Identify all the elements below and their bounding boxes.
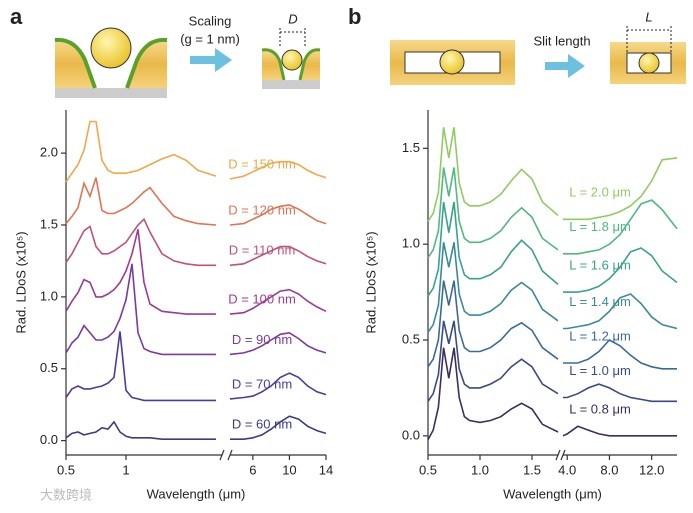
series-line bbox=[427, 167, 678, 259]
y-axis-label: Rad. LDoS (x10⁵) bbox=[13, 231, 28, 333]
x-tick-label: 10 bbox=[282, 462, 296, 477]
series-line bbox=[427, 242, 678, 333]
series-line bbox=[427, 347, 677, 441]
series-label: D = 60 nm bbox=[232, 417, 292, 432]
x-tick-label: 6 bbox=[249, 462, 256, 477]
series-label: D = 90 nm bbox=[232, 332, 292, 347]
series-label: L = 1.8 μm bbox=[569, 219, 631, 234]
y-tick-label: 1.5 bbox=[402, 140, 420, 155]
axis-break bbox=[560, 449, 566, 461]
series-label: D = 100 nm bbox=[228, 292, 296, 307]
series-line bbox=[65, 415, 327, 440]
schematic-a bbox=[54, 27, 321, 98]
series-label: D = 70 nm bbox=[232, 376, 292, 391]
y-tick-label: 1.5 bbox=[40, 216, 58, 231]
annotation: (g = 1 nm) bbox=[180, 31, 240, 46]
series-line bbox=[65, 331, 327, 402]
series-label: L = 0.8 μm bbox=[569, 401, 631, 416]
y-axis-label: Rad. LDoS (x10⁵) bbox=[363, 231, 378, 333]
x-tick-label: 4.0 bbox=[558, 462, 576, 477]
y-tick-label: 0.0 bbox=[40, 432, 58, 447]
axis-break bbox=[219, 449, 225, 461]
x-tick-label: 1.0 bbox=[471, 462, 489, 477]
y-tick-label: 0.5 bbox=[402, 331, 420, 346]
series-label: L = 2.0 μm bbox=[569, 185, 631, 200]
y-tick-label: 0.0 bbox=[402, 427, 420, 442]
series-line bbox=[65, 217, 327, 267]
y-tick-label: 1.0 bbox=[40, 288, 58, 303]
series-line bbox=[427, 320, 677, 403]
annotation: L bbox=[645, 9, 652, 24]
x-tick-label: 0.5 bbox=[419, 462, 437, 477]
x-tick-label: 1.5 bbox=[523, 462, 541, 477]
axis-break bbox=[227, 449, 233, 461]
y-tick-label: 1.0 bbox=[402, 236, 420, 251]
series-line bbox=[65, 120, 327, 183]
series-line bbox=[65, 229, 327, 315]
series-label: D = 120 nm bbox=[228, 202, 296, 217]
x-axis-label: Wavelength (μm) bbox=[503, 486, 602, 501]
x-tick-label: 1 bbox=[122, 462, 129, 477]
series-label: D = 150 nm bbox=[228, 156, 296, 171]
annotation: Scaling bbox=[189, 13, 232, 28]
panel-label: b bbox=[348, 4, 361, 29]
y-tick-label: 2.0 bbox=[40, 145, 58, 160]
series-label: L = 1.6 μm bbox=[569, 258, 631, 273]
series-label: L = 1.0 μm bbox=[569, 363, 631, 378]
series-line bbox=[65, 177, 327, 226]
annotation: Slit length bbox=[533, 33, 590, 48]
y-tick-label: 0.5 bbox=[40, 360, 58, 375]
watermark: 大数跨境 bbox=[40, 487, 92, 502]
series-label: D = 110 nm bbox=[229, 243, 296, 258]
series-line bbox=[427, 201, 678, 297]
series-line bbox=[427, 127, 678, 222]
x-tick-label: 12.0 bbox=[639, 462, 664, 477]
annotation: D bbox=[288, 11, 297, 26]
panel-label: a bbox=[10, 4, 23, 29]
x-axis-label: Wavelength (μm) bbox=[147, 486, 246, 501]
schematic-b bbox=[390, 26, 686, 85]
series-label: L = 1.4 μm bbox=[569, 294, 631, 309]
x-tick-label: 14 bbox=[319, 462, 333, 477]
series-line bbox=[427, 280, 677, 370]
x-tick-label: 8.0 bbox=[600, 462, 618, 477]
series-line bbox=[65, 263, 327, 356]
x-tick-label: 0.5 bbox=[57, 462, 75, 477]
series-label: L = 1.2 μm bbox=[569, 328, 631, 343]
axis-break bbox=[555, 449, 561, 461]
